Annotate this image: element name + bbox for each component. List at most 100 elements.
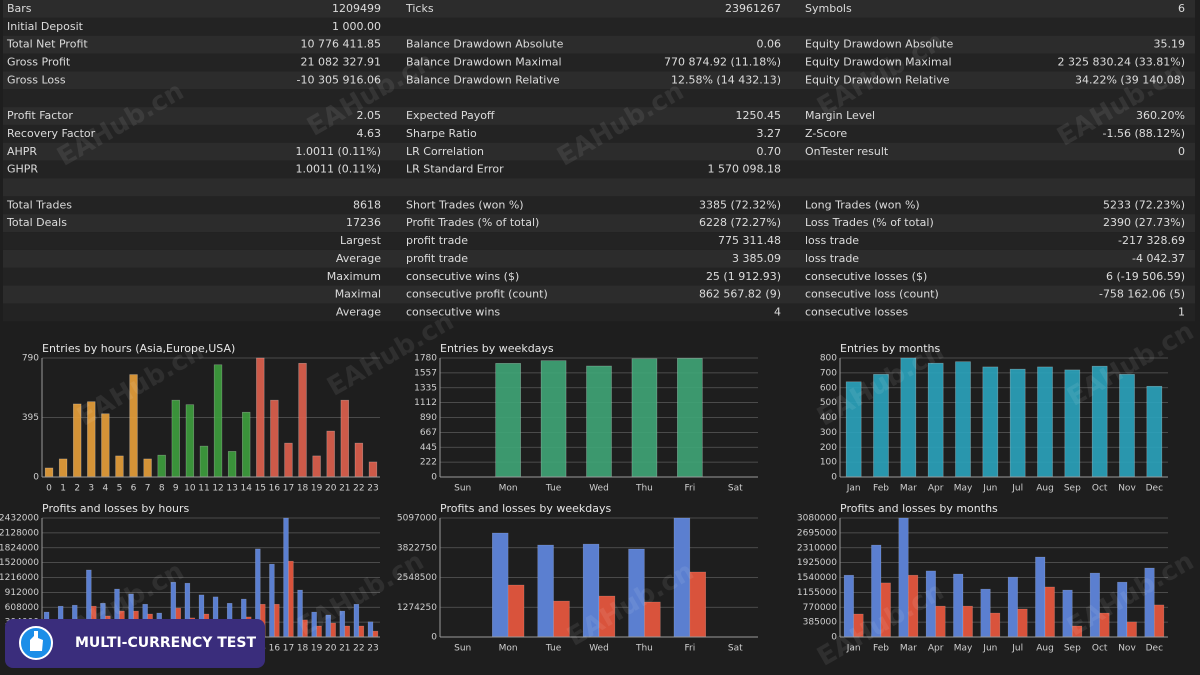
bar [980, 588, 991, 638]
x-tick-label: 17 [283, 484, 294, 494]
y-tick-label: 0 [431, 633, 437, 643]
stat-value: 770 874.92 (11.18%) [664, 56, 781, 69]
stat-value: 1 000.00 [332, 20, 381, 33]
stat-label: Total Deals [6, 216, 67, 229]
bar [157, 454, 166, 478]
stat-label: loss trade [805, 234, 859, 247]
bar [1035, 556, 1046, 638]
bar [269, 563, 275, 638]
badge-text: MULTI-CURRENCY TEST [75, 635, 256, 651]
stat-value: 17236 [346, 216, 381, 229]
x-tick-label: Jun [982, 644, 997, 654]
y-tick-label: 395 [22, 413, 39, 423]
stat-label: Short Trades (won %) [406, 198, 524, 211]
bar [171, 399, 180, 478]
stat-label: Gross Loss [7, 73, 66, 86]
x-tick-label: 18 [297, 644, 309, 654]
stat-value: 3385 (72.32%) [699, 198, 781, 211]
stat-label: Expected Payoff [406, 109, 495, 122]
bar [115, 455, 124, 478]
bar [1009, 368, 1026, 478]
stat-value: 6 [1178, 2, 1185, 15]
x-tick-label: 19 [311, 644, 323, 654]
stat-value: -758 162.06 (5) [1099, 288, 1185, 301]
stat-value: 8618 [353, 198, 381, 211]
x-tick-label: 7 [145, 484, 151, 494]
stat-value: 25 (1 912.93) [706, 270, 781, 283]
bar [537, 544, 554, 638]
x-tick-label: 23 [367, 644, 378, 654]
stat-value: Average [336, 305, 381, 318]
stat-label: Profit Trades (% of total) [406, 216, 539, 229]
x-tick-label: Mon [499, 644, 518, 654]
x-tick-label: Aug [1036, 484, 1054, 494]
stat-value: 1209499 [332, 2, 381, 15]
x-tick-label: 9 [173, 484, 179, 494]
y-tick-label: 0 [431, 473, 437, 483]
badge: MULTI-CURRENCY TEST [5, 619, 265, 668]
y-tick-label: 912000 [5, 588, 40, 598]
x-tick-label: Mon [499, 484, 518, 494]
x-tick-label: 11 [198, 484, 209, 494]
x-tick-label: 16 [269, 644, 281, 654]
chart-title: Entries by weekdays [440, 342, 554, 355]
chart-title: Profits and losses by months [840, 502, 998, 515]
stat-value: 775 311.48 [718, 234, 781, 247]
x-tick-label: Aug [1036, 644, 1054, 654]
bar [495, 363, 521, 478]
y-tick-label: 790 [22, 354, 39, 364]
row-bg [3, 214, 1195, 233]
stat-value: 360.20% [1136, 109, 1185, 122]
bar [368, 461, 378, 478]
x-tick-label: Wed [589, 484, 609, 494]
y-tick-label: 400 [820, 413, 837, 423]
y-tick-label: 1155000 [797, 588, 837, 598]
bar [540, 360, 567, 478]
stat-value: -1.56 (88.12%) [1103, 127, 1185, 140]
x-tick-label: Wed [589, 644, 609, 654]
x-tick-label: Nov [1118, 644, 1136, 654]
stat-label: Balance Drawdown Relative [406, 73, 560, 86]
bar [358, 625, 365, 638]
x-tick-label: Feb [873, 644, 889, 654]
bar [227, 451, 237, 478]
stat-label: consecutive wins [406, 305, 500, 318]
bar [927, 362, 944, 478]
stat-value: 23961267 [725, 2, 781, 15]
x-tick-label: 19 [311, 484, 323, 494]
stat-label: Margin Level [805, 109, 875, 122]
y-tick-label: 1925000 [797, 558, 837, 568]
charts: Entries by hours (Asia,Europe,USA)039579… [0, 342, 1168, 654]
y-tick-label: 1520000 [0, 558, 39, 568]
y-tick-label: 700 [820, 368, 837, 378]
x-tick-label: 12 [212, 484, 223, 494]
x-tick-label: Oct [1092, 644, 1108, 654]
x-tick-label: Jan [846, 644, 861, 654]
bar [962, 605, 973, 638]
stat-label: Symbols [805, 2, 852, 15]
stat-value: 2 325 830.24 (33.81%) [1058, 56, 1186, 69]
y-tick-label: 770000 [803, 603, 838, 613]
stat-label: consecutive profit (count) [406, 288, 548, 301]
bar [185, 404, 195, 478]
stat-value: 862 567.82 (9) [699, 288, 781, 301]
x-tick-label: 0 [46, 484, 52, 494]
bar [213, 364, 223, 478]
stat-value: Maximal [335, 288, 381, 301]
stat-value: 1250.45 [736, 109, 782, 122]
row-bg [3, 232, 1195, 250]
bar [586, 365, 612, 478]
y-tick-label: 2432000 [0, 514, 39, 524]
bar [326, 430, 335, 478]
stat-label: Recovery Factor [7, 127, 96, 140]
stat-label: consecutive loss (count) [805, 288, 939, 301]
stat-value: 0.06 [757, 38, 782, 51]
bar [283, 517, 289, 638]
x-tick-label: 22 [353, 484, 364, 494]
stat-value: 1.0011 (0.11%) [295, 163, 381, 176]
stat-value: Largest [340, 234, 382, 247]
stat-label: Loss Trades (% of total) [805, 216, 934, 229]
x-tick-label: Fri [684, 484, 695, 494]
stat-value: 5233 (72.23%) [1103, 198, 1185, 211]
